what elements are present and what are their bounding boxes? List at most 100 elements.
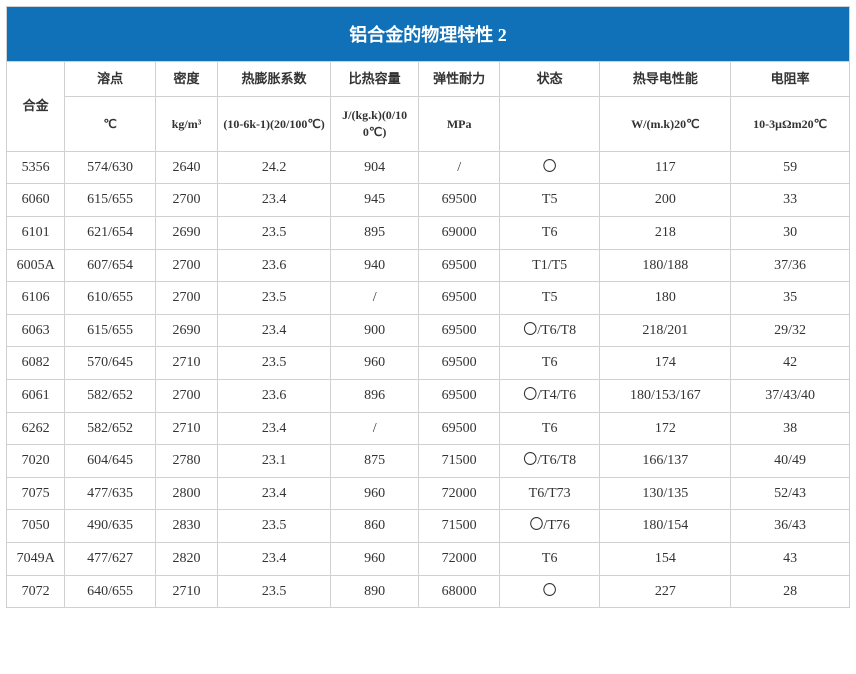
cell-melting: 570/645 xyxy=(65,347,156,380)
cell-melting: 582/652 xyxy=(65,412,156,445)
cell-resistivity: 37/36 xyxy=(731,249,850,282)
cell-elastic: 69500 xyxy=(419,282,499,315)
table-row: 6061582/652270023.689669500〇/T4/T6180/15… xyxy=(7,379,850,412)
col-header-specific-heat: 比热容量 xyxy=(330,62,419,97)
cell-resistivity: 38 xyxy=(731,412,850,445)
cell-melting: 610/655 xyxy=(65,282,156,315)
properties-table: 合金 溶点 密度 热膨胀系数 比热容量 弹性耐力 状态 热导电性能 电阻率 ℃ … xyxy=(6,61,850,608)
cell-specific_heat: 860 xyxy=(330,510,419,543)
cell-resistivity: 28 xyxy=(731,575,850,608)
cell-specific_heat: 895 xyxy=(330,216,419,249)
cell-expansion: 23.6 xyxy=(218,249,331,282)
cell-specific_heat: 904 xyxy=(330,151,419,184)
cell-resistivity: 29/32 xyxy=(731,314,850,347)
cell-state: 〇 xyxy=(499,575,600,608)
cell-elastic: 69500 xyxy=(419,412,499,445)
cell-thermal: 130/135 xyxy=(600,477,731,510)
table-container: 铝合金的物理特性 2 合金 溶点 密度 热膨胀系数 比热容量 弹性耐力 状态 热… xyxy=(0,0,856,614)
cell-density: 2710 xyxy=(155,575,217,608)
table-row: 7072640/655271023.589068000〇22728 xyxy=(7,575,850,608)
cell-thermal: 218/201 xyxy=(600,314,731,347)
cell-alloy: 6005A xyxy=(7,249,65,282)
cell-elastic: 71500 xyxy=(419,445,499,478)
cell-expansion: 23.5 xyxy=(218,347,331,380)
cell-thermal: 154 xyxy=(600,542,731,575)
cell-specific_heat: 945 xyxy=(330,184,419,217)
col-header-thermal: 热导电性能 xyxy=(600,62,731,97)
cell-expansion: 23.1 xyxy=(218,445,331,478)
cell-resistivity: 59 xyxy=(731,151,850,184)
cell-melting: 574/630 xyxy=(65,151,156,184)
cell-expansion: 23.4 xyxy=(218,542,331,575)
col-header-resistivity: 电阻率 xyxy=(731,62,850,97)
cell-expansion: 23.6 xyxy=(218,379,331,412)
cell-state: 〇/T6/T8 xyxy=(499,445,600,478)
table-row: 6005A607/654270023.694069500T1/T5180/188… xyxy=(7,249,850,282)
col-unit-density: kg/m³ xyxy=(155,97,217,152)
cell-thermal: 218 xyxy=(600,216,731,249)
col-unit-resistivity: 10-3μΩm20℃ xyxy=(731,97,850,152)
table-row: 5356574/630264024.2904/〇11759 xyxy=(7,151,850,184)
cell-thermal: 200 xyxy=(600,184,731,217)
col-unit-melting: ℃ xyxy=(65,97,156,152)
cell-alloy: 6101 xyxy=(7,216,65,249)
cell-density: 2690 xyxy=(155,314,217,347)
cell-thermal: 172 xyxy=(600,412,731,445)
table-body: 5356574/630264024.2904/〇117596060615/655… xyxy=(7,151,850,607)
cell-alloy: 6082 xyxy=(7,347,65,380)
cell-thermal: 227 xyxy=(600,575,731,608)
cell-density: 2700 xyxy=(155,379,217,412)
cell-melting: 607/654 xyxy=(65,249,156,282)
cell-alloy: 7050 xyxy=(7,510,65,543)
cell-resistivity: 40/49 xyxy=(731,445,850,478)
cell-expansion: 24.2 xyxy=(218,151,331,184)
cell-resistivity: 33 xyxy=(731,184,850,217)
header-row-labels: 合金 溶点 密度 热膨胀系数 比热容量 弹性耐力 状态 热导电性能 电阻率 xyxy=(7,62,850,97)
cell-elastic: 72000 xyxy=(419,542,499,575)
cell-state: T6 xyxy=(499,347,600,380)
cell-state: T6/T73 xyxy=(499,477,600,510)
cell-thermal: 166/137 xyxy=(600,445,731,478)
cell-alloy: 6060 xyxy=(7,184,65,217)
cell-specific_heat: 960 xyxy=(330,477,419,510)
cell-thermal: 180/153/167 xyxy=(600,379,731,412)
table-row: 7075477/635280023.496072000T6/T73130/135… xyxy=(7,477,850,510)
cell-expansion: 23.4 xyxy=(218,184,331,217)
cell-state: 〇 xyxy=(499,151,600,184)
cell-elastic: 68000 xyxy=(419,575,499,608)
cell-alloy: 7020 xyxy=(7,445,65,478)
col-header-alloy: 合金 xyxy=(7,62,65,152)
cell-density: 2700 xyxy=(155,282,217,315)
cell-density: 2820 xyxy=(155,542,217,575)
cell-alloy: 6061 xyxy=(7,379,65,412)
cell-elastic: 69500 xyxy=(419,347,499,380)
table-row: 6063615/655269023.490069500〇/T6/T8218/20… xyxy=(7,314,850,347)
cell-state: T1/T5 xyxy=(499,249,600,282)
col-header-state: 状态 xyxy=(499,62,600,97)
col-header-melting: 溶点 xyxy=(65,62,156,97)
cell-resistivity: 43 xyxy=(731,542,850,575)
cell-thermal: 117 xyxy=(600,151,731,184)
cell-density: 2710 xyxy=(155,412,217,445)
cell-density: 2830 xyxy=(155,510,217,543)
table-row: 6082570/645271023.596069500T617442 xyxy=(7,347,850,380)
cell-density: 2700 xyxy=(155,249,217,282)
cell-melting: 477/627 xyxy=(65,542,156,575)
table-row: 6101621/654269023.589569000T621830 xyxy=(7,216,850,249)
cell-expansion: 23.5 xyxy=(218,216,331,249)
table-row: 7020604/645278023.187571500〇/T6/T8166/13… xyxy=(7,445,850,478)
cell-expansion: 23.5 xyxy=(218,282,331,315)
table-row: 7050490/635283023.586071500〇/T76180/1543… xyxy=(7,510,850,543)
cell-state: T6 xyxy=(499,412,600,445)
col-unit-elastic: MPa xyxy=(419,97,499,152)
cell-alloy: 6106 xyxy=(7,282,65,315)
col-header-elastic: 弹性耐力 xyxy=(419,62,499,97)
col-header-density: 密度 xyxy=(155,62,217,97)
cell-melting: 477/635 xyxy=(65,477,156,510)
table-row: 6106610/655270023.5/69500T518035 xyxy=(7,282,850,315)
cell-density: 2710 xyxy=(155,347,217,380)
cell-expansion: 23.4 xyxy=(218,477,331,510)
col-unit-state xyxy=(499,97,600,152)
cell-expansion: 23.5 xyxy=(218,510,331,543)
cell-melting: 615/655 xyxy=(65,184,156,217)
